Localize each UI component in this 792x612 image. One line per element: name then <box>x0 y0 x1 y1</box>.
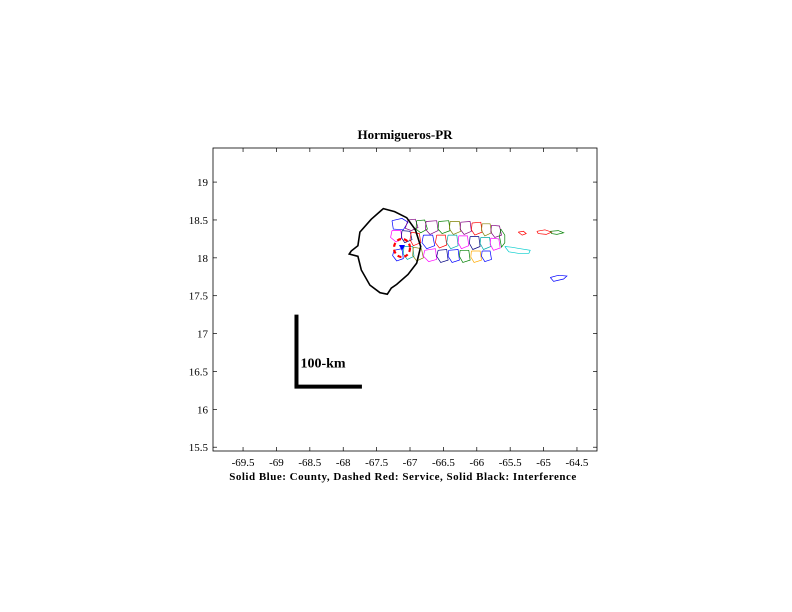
municipio-boundary <box>517 230 527 236</box>
municipio-boundary <box>421 234 436 250</box>
municipio-boundary <box>446 234 459 250</box>
y-tick-label: 16.5 <box>189 366 209 378</box>
municipio-boundary <box>499 228 506 249</box>
station-marker <box>398 244 405 251</box>
municipio-boundary <box>402 246 415 260</box>
x-tick-label: -68.5 <box>298 457 321 469</box>
municipio-boundary <box>479 237 492 250</box>
y-tick-label: 18 <box>197 253 209 265</box>
municipio-boundary <box>436 249 449 263</box>
municipio-boundary <box>489 237 501 251</box>
plot-frame <box>212 147 598 452</box>
municipio-boundary <box>409 231 422 247</box>
municipio-boundary <box>391 218 409 231</box>
municipio-boundary <box>481 223 492 237</box>
municipio-boundary <box>469 236 481 250</box>
x-tick-label: -64.5 <box>566 457 589 469</box>
map-layer <box>347 207 568 296</box>
x-tick-label: -66.5 <box>432 457 455 469</box>
interference-contour <box>347 207 422 296</box>
axis-ticks: -69.5 -69 -68.5 -68 -67.5 -67 -66.5 -66 -65.5 -65… <box>189 148 597 469</box>
x-tick-label: -69 <box>269 457 284 469</box>
x-tick-label: -67.5 <box>365 457 388 469</box>
municipio-boundary <box>447 249 460 263</box>
x-tick-label: -67 <box>403 457 418 469</box>
municipio-boundary <box>459 221 472 235</box>
x-tick-label: -69.5 <box>232 457 255 469</box>
chart-title: Hormigueros-PR <box>357 127 453 142</box>
y-tick-label: 17.5 <box>189 291 209 303</box>
scale-bar-label: 100-km <box>300 357 345 372</box>
municipio-boundary <box>470 250 482 263</box>
y-tick-label: 17 <box>197 329 209 341</box>
municipio-boundary <box>457 235 470 250</box>
y-tick-label: 15.5 <box>189 442 209 454</box>
municipio-boundary <box>400 230 413 244</box>
municipio-boundary <box>471 221 483 236</box>
x-tick-label: -68 <box>336 457 351 469</box>
municipio-boundary <box>392 248 404 262</box>
municipio-boundary <box>550 274 568 282</box>
municipio-boundary <box>425 220 439 235</box>
scale-bar: 100-km <box>294 314 362 389</box>
municipio-boundary <box>504 246 531 254</box>
municipio-boundary <box>423 248 438 262</box>
x-axis-label: Solid Blue: County, Dashed Red: Service,… <box>229 471 577 483</box>
y-tick-label: 18.5 <box>189 215 209 227</box>
municipio-boundary <box>437 220 451 235</box>
x-tick-label: -65 <box>536 457 551 469</box>
x-tick-label: -65.5 <box>499 457 522 469</box>
municipio-boundary <box>459 249 471 263</box>
municipio-boundary <box>549 230 565 235</box>
y-tick-label: 19 <box>197 177 209 189</box>
municipio-boundary <box>490 224 502 238</box>
municipio-boundary <box>449 221 462 235</box>
municipio-boundary <box>415 219 428 234</box>
y-tick-label: 16 <box>197 404 209 416</box>
municipio-boundary <box>435 234 448 249</box>
x-tick-label: -66 <box>469 457 484 469</box>
municipio-boundary <box>481 250 492 263</box>
municipio-boundary <box>536 229 553 235</box>
